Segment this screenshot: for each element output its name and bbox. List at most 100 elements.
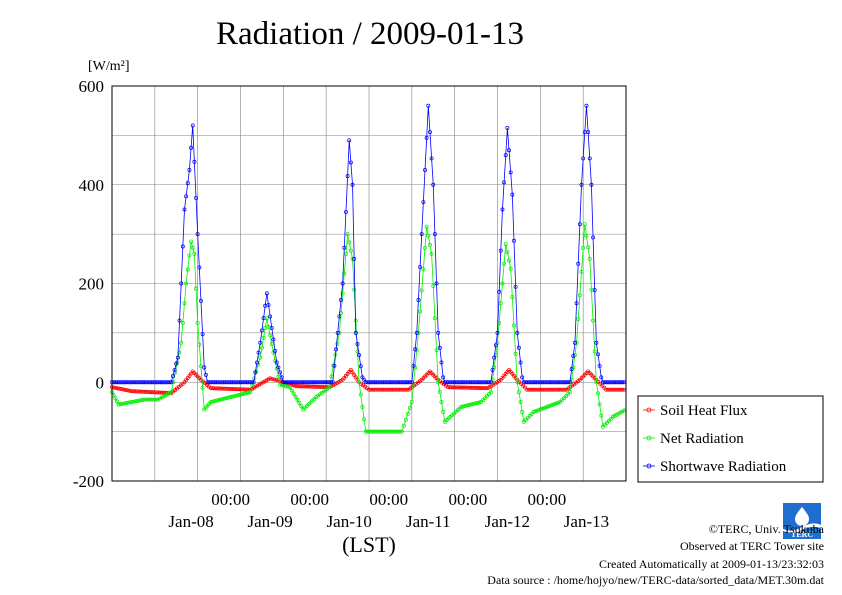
data-point — [268, 333, 273, 338]
data-point — [471, 385, 476, 390]
data-point — [432, 316, 437, 321]
data-point — [180, 244, 185, 249]
data-point — [479, 400, 483, 404]
data-point — [347, 240, 352, 245]
data-point — [212, 386, 217, 391]
data-point — [281, 380, 286, 385]
data-point — [336, 379, 341, 384]
data-point — [235, 387, 240, 392]
data-point — [187, 253, 192, 258]
data-point — [241, 391, 246, 396]
data-point — [385, 429, 390, 434]
data-point — [418, 265, 423, 269]
data-point — [483, 396, 487, 400]
data-point — [476, 386, 481, 390]
data-point — [395, 387, 400, 392]
data-point — [147, 390, 152, 394]
data-point — [549, 403, 554, 408]
data-point — [367, 429, 372, 434]
data-point — [149, 380, 154, 385]
data-point — [169, 390, 174, 395]
data-point — [548, 387, 553, 392]
data-point — [604, 387, 609, 392]
data-point — [377, 387, 382, 392]
legend-label: Net Radiation — [660, 431, 744, 447]
data-point — [332, 363, 337, 368]
data-point — [122, 401, 127, 406]
data-point — [582, 222, 587, 227]
data-point — [318, 384, 323, 389]
data-point — [531, 409, 536, 414]
data-point — [133, 389, 138, 394]
data-point — [194, 286, 198, 291]
data-point — [411, 363, 416, 368]
data-point — [447, 385, 452, 390]
x-date-label: Jan-11 — [406, 512, 451, 531]
data-point — [599, 375, 604, 380]
data-point — [128, 380, 132, 385]
data-point — [566, 392, 570, 397]
data-point — [310, 380, 315, 385]
data-point — [376, 387, 380, 392]
data-point — [268, 376, 273, 381]
data-point — [620, 409, 625, 414]
data-point — [398, 429, 403, 434]
data-point — [268, 314, 273, 319]
data-point — [523, 417, 528, 422]
data-point — [426, 233, 431, 238]
data-point — [534, 387, 539, 392]
data-point — [530, 387, 535, 392]
series-sw — [110, 103, 627, 385]
data-point — [122, 387, 127, 392]
data-point — [357, 353, 362, 358]
y-tick-label: 600 — [79, 77, 105, 96]
data-point — [301, 380, 306, 385]
data-point — [379, 387, 384, 392]
data-point — [137, 389, 141, 394]
data-point — [165, 392, 170, 397]
data-point — [528, 387, 533, 392]
data-point — [243, 387, 247, 392]
data-point — [515, 330, 520, 335]
data-point — [372, 429, 377, 434]
x-axis: 00:00 00:00 00:00 00:00 00:00 Jan-08 Jan-09 Jan… — [168, 490, 609, 531]
data-point — [409, 380, 414, 385]
data-point — [147, 380, 152, 385]
data-point — [254, 369, 259, 374]
data-point — [135, 380, 140, 385]
data-point — [154, 397, 159, 402]
data-point — [449, 385, 454, 390]
data-point — [225, 396, 229, 400]
data-point — [345, 174, 350, 179]
data-point — [577, 293, 582, 298]
legend-label: Shortwave Radiation — [660, 459, 787, 475]
data-point — [432, 232, 437, 237]
data-series — [110, 103, 627, 434]
data-point — [299, 404, 304, 409]
data-point — [165, 380, 170, 385]
data-point — [544, 387, 549, 392]
data-point — [481, 398, 485, 402]
data-point — [151, 380, 156, 385]
data-point — [545, 404, 550, 409]
data-point — [216, 386, 220, 391]
data-point — [592, 349, 597, 354]
data-point — [560, 398, 565, 402]
data-point — [367, 387, 371, 392]
data-point — [179, 340, 184, 345]
data-point — [140, 389, 145, 394]
x-axis-label: (LST) — [342, 532, 396, 557]
data-point — [552, 402, 557, 406]
data-point — [512, 238, 516, 243]
data-point — [290, 380, 295, 385]
legend-swatch-marker — [646, 407, 652, 413]
data-point — [289, 388, 294, 393]
data-point — [230, 394, 235, 399]
data-point — [114, 399, 119, 404]
data-point — [586, 245, 591, 250]
data-point — [234, 387, 238, 392]
data-point — [115, 380, 120, 385]
data-point — [587, 256, 592, 261]
data-point — [141, 397, 146, 402]
